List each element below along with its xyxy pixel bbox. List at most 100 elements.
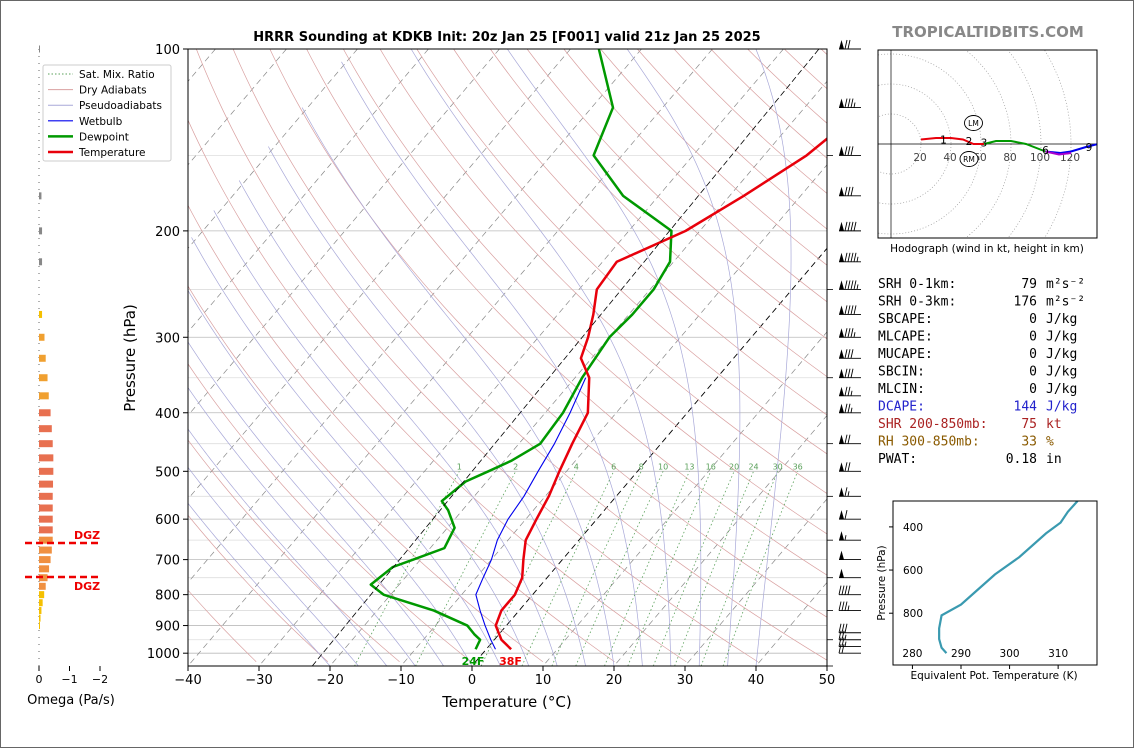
skewt-frame (187, 48, 828, 667)
wind-barb-full (844, 601, 848, 611)
dry-adiabat (379, 49, 827, 494)
wind-barb-full (850, 146, 854, 156)
y-tick-label: 100 (155, 43, 180, 58)
skewt-plot: −40 −30 −20 −10 0 10 20 30 40 50 1002003004005006… (121, 30, 861, 711)
wind-barb (839, 403, 861, 414)
hodograph-trace (920, 137, 984, 145)
wind-barb (838, 630, 861, 641)
omega-bar (39, 556, 51, 564)
wind-barb-full (847, 305, 851, 315)
omega-bar (39, 614, 41, 622)
storm-motion-label: RM (963, 155, 975, 164)
wind-barb (839, 568, 861, 579)
wind-barb (838, 585, 861, 596)
surface-dewpoint-label: 24F (462, 655, 485, 668)
theta-e-ylabel: Pressure (hPa) (876, 545, 888, 620)
dry-adiabat (416, 49, 827, 455)
wind-barb-flag (839, 368, 844, 378)
wind-barb-full (844, 585, 848, 595)
index-unit: J/kg (1046, 400, 1077, 415)
index-unit: % (1046, 435, 1054, 450)
wind-barb-full (841, 630, 845, 640)
wind-barb-flag (839, 40, 844, 49)
wind-barb (838, 637, 861, 648)
wind-barb-full (841, 601, 845, 611)
omega-bar (39, 45, 40, 53)
omega-bar (39, 546, 52, 554)
wind-barb-full (853, 305, 857, 315)
wind-barb-half (847, 605, 850, 611)
wind-barb-full (841, 644, 845, 654)
index-value: 0 (1029, 312, 1037, 327)
wind-barb (839, 39, 861, 50)
wind-barb (839, 368, 861, 379)
wind-barb-full (850, 186, 854, 196)
wind-barb-flag (839, 386, 844, 396)
dry-adiabat (269, 49, 827, 618)
wind-barb (839, 186, 861, 197)
wind-barb (839, 550, 861, 561)
profile-dewpoint (369, 49, 673, 650)
wind-barb (839, 510, 861, 520)
index-value: 75 (1021, 417, 1037, 432)
wind-barb-half (853, 102, 856, 108)
wind-barb-full (841, 623, 845, 633)
omega-tick-label: −1 (61, 673, 77, 686)
storm-motion-marker (959, 151, 979, 167)
x-tick-label: 30 (677, 673, 694, 688)
wind-barb-full (841, 637, 845, 647)
dry-adiabat (188, 285, 544, 663)
wind-barb-flag (839, 487, 844, 497)
wind-barb-full (847, 368, 851, 378)
index-unit: J/kg (1046, 365, 1077, 380)
index-unit: J/kg (1046, 330, 1077, 345)
omega-bar (39, 492, 53, 500)
hodograph-trace (1045, 143, 1097, 155)
y-axis-label: Pressure (hPa) (121, 304, 139, 412)
wind-barb-full (844, 434, 848, 444)
omega-bar (39, 333, 45, 341)
omega-bar (39, 607, 42, 615)
index-label: MUCAPE: (878, 347, 933, 362)
wind-barb-full (850, 368, 854, 378)
hodograph-height-label: 1 (940, 135, 947, 147)
wind-barb-full (847, 252, 851, 262)
wind-barb-full (844, 280, 848, 290)
x-tick-label: 50 (819, 673, 836, 688)
x-axis-label: Temperature (°C) (441, 693, 571, 711)
isotherm (329, 80, 827, 666)
omega-bar (39, 515, 53, 523)
wind-barb-full (844, 146, 848, 156)
wind-barb-full (844, 368, 848, 378)
wind-barb-flag (839, 550, 844, 560)
moist-adiabat (755, 49, 792, 666)
hodograph-frame (877, 49, 1098, 239)
mixing-ratio-label: 2 (513, 462, 518, 471)
storm-motion-marker (964, 115, 983, 131)
wind-barb (838, 601, 861, 612)
wind-barb-full (844, 305, 848, 315)
mixing-ratio-label: 6 (611, 462, 616, 471)
x-tick-label: 20 (606, 673, 623, 688)
wind-barb-half (847, 491, 850, 497)
isotherm (542, 331, 827, 666)
wind-barb-full (838, 601, 842, 611)
wind-barb-half (856, 284, 859, 290)
dry-adiabat (710, 49, 827, 159)
omega-bar (39, 582, 46, 590)
hodograph-ring-label: 100 (1030, 152, 1050, 164)
dry-adiabat (196, 49, 759, 663)
wind-barb-flag (839, 531, 844, 541)
dry-adiabat (563, 49, 827, 303)
wind-barb-full (844, 510, 848, 520)
wind-barb (839, 305, 861, 315)
wind-barb (839, 349, 861, 359)
isotherm (188, 49, 571, 500)
omega-bar (39, 599, 43, 607)
theta-e-ytick-label: 800 (903, 608, 923, 620)
mixing-ratio-line (700, 471, 779, 666)
omega-tick-label: −2 (92, 673, 108, 686)
y-tick-label: 500 (155, 465, 180, 480)
moist-adiabat (188, 502, 331, 666)
